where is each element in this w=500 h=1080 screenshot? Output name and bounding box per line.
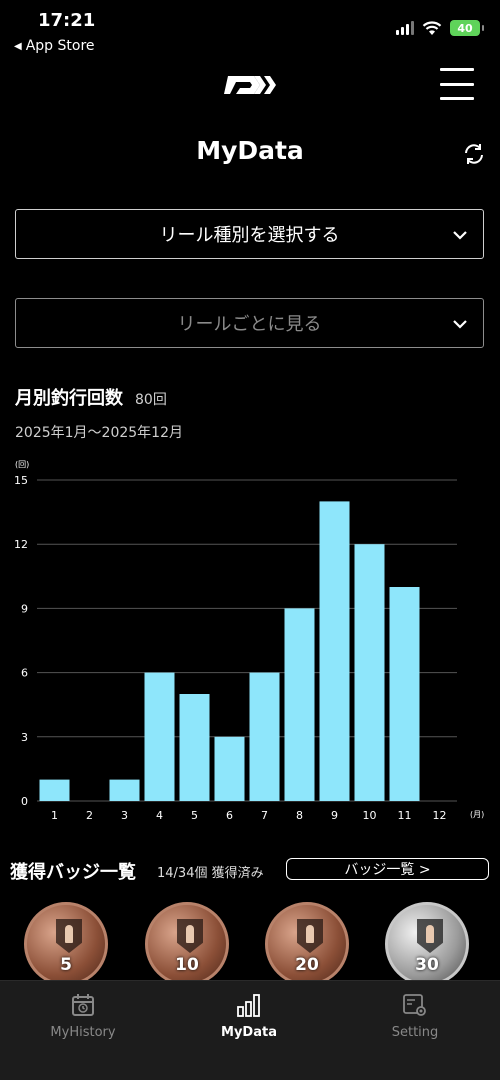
tab-label: MyHistory <box>50 1025 116 1040</box>
badge-value: 5 <box>60 955 72 975</box>
x-tick-label: 9 <box>331 809 338 822</box>
x-tick-label: 1 <box>51 809 58 822</box>
chart-bar[interactable] <box>389 587 420 801</box>
date-range: 2025年1月〜2025年12月 <box>15 425 183 441</box>
angler-shield-icon <box>56 919 82 953</box>
badge-value: 30 <box>415 955 439 975</box>
chart-bar[interactable] <box>39 779 70 801</box>
tab-label: Setting <box>391 1025 439 1040</box>
angler-shield-icon <box>177 919 203 953</box>
bar-chart-icon <box>237 994 260 1017</box>
x-axis-unit: (月) <box>470 810 484 819</box>
x-tick-label: 2 <box>86 809 93 822</box>
monthly-trips-heading: 月別釣行回数 80回 <box>15 384 167 410</box>
back-to-app-store[interactable]: ◀ App Store <box>14 38 95 54</box>
chart-bar[interactable] <box>284 608 315 801</box>
chart-bar[interactable] <box>319 501 350 801</box>
badge-section-title: 獲得バッジ一覧 <box>10 862 136 883</box>
per-reel-select[interactable]: リールごとに見る <box>15 298 484 348</box>
angler-shield-icon <box>297 919 323 953</box>
status-bar: 17:21 ◀ App Store 40 <box>0 0 500 60</box>
x-tick-label: 3 <box>121 809 128 822</box>
chart-bar[interactable] <box>214 736 245 801</box>
cellular-signal-icon <box>396 21 414 35</box>
monthly-trips-title: 月別釣行回数 <box>15 388 123 409</box>
badge-value: 10 <box>175 955 199 975</box>
chart-bar[interactable] <box>249 672 280 801</box>
battery-level: 40 <box>457 21 473 35</box>
badge-section-header: 獲得バッジ一覧 14/34個 獲得済み バッジ一覧 > <box>10 856 490 884</box>
y-tick-label: 0 <box>21 795 28 808</box>
back-app-label: App Store <box>25 38 95 54</box>
per-reel-select-label: リールごとに見る <box>177 314 322 335</box>
back-triangle-icon: ◀ <box>14 40 22 52</box>
badge-value: 20 <box>295 955 319 975</box>
y-axis-unit: (回) <box>15 460 29 469</box>
badge-list-button-label: バッジ一覧 > <box>344 862 431 878</box>
calendar-history-icon <box>72 994 94 1016</box>
badge-earned-count: 14/34個 獲得済み <box>157 866 264 881</box>
y-tick-label: 9 <box>21 602 28 615</box>
x-tick-label: 10 <box>363 809 377 822</box>
monthly-trips-total: 80回 <box>135 392 167 408</box>
x-tick-label: 8 <box>296 809 303 822</box>
badge-item[interactable]: 30 <box>385 902 469 980</box>
badge-item[interactable]: 20 <box>265 902 349 980</box>
x-tick-label: 7 <box>261 809 268 822</box>
badge-carousel[interactable]: 5 10 20 30 <box>0 900 500 980</box>
chart-bar[interactable] <box>109 779 140 801</box>
x-tick-label: 4 <box>156 809 163 822</box>
bottom-tab-bar: MyHistory MyData Setting <box>0 980 500 1080</box>
chart-bar[interactable] <box>144 672 175 801</box>
x-tick-label: 11 <box>398 809 412 822</box>
badge-item[interactable]: 5 <box>24 902 108 980</box>
x-tick-label: 5 <box>191 809 198 822</box>
x-tick-label: 12 <box>433 809 447 822</box>
chevron-down-icon <box>453 320 467 329</box>
chevron-down-icon <box>453 231 467 240</box>
y-tick-label: 6 <box>21 667 28 680</box>
tab-myhistory[interactable]: MyHistory <box>0 991 166 1051</box>
chart-bar[interactable] <box>179 694 210 801</box>
chart-bar[interactable] <box>354 544 385 801</box>
reel-type-select-label: リール種別を選択する <box>159 225 340 246</box>
y-tick-label: 3 <box>21 731 28 744</box>
page-title: MyData <box>196 136 304 165</box>
refresh-icon[interactable] <box>461 141 487 167</box>
tab-label: MyData <box>221 1025 277 1040</box>
battery-icon: 40 <box>450 20 484 36</box>
y-tick-label: 15 <box>14 474 28 487</box>
menu-line <box>440 82 474 86</box>
settings-icon <box>403 994 426 1016</box>
system-icons: 40 <box>396 20 484 36</box>
y-tick-label: 12 <box>14 538 28 551</box>
tab-setting[interactable]: Setting <box>332 991 498 1051</box>
status-time: 17:21 <box>38 10 96 31</box>
menu-button[interactable] <box>440 68 474 100</box>
menu-line <box>440 97 474 100</box>
angler-shield-icon <box>417 919 443 953</box>
x-tick-label: 6 <box>226 809 233 822</box>
menu-line <box>440 68 474 71</box>
wifi-icon <box>422 20 442 35</box>
badge-list-button[interactable]: バッジ一覧 > <box>286 858 489 880</box>
daiwa-logo <box>224 76 276 94</box>
badge-item[interactable]: 10 <box>145 902 229 980</box>
tab-mydata[interactable]: MyData <box>166 991 332 1051</box>
reel-type-select[interactable]: リール種別を選択する <box>15 209 484 259</box>
